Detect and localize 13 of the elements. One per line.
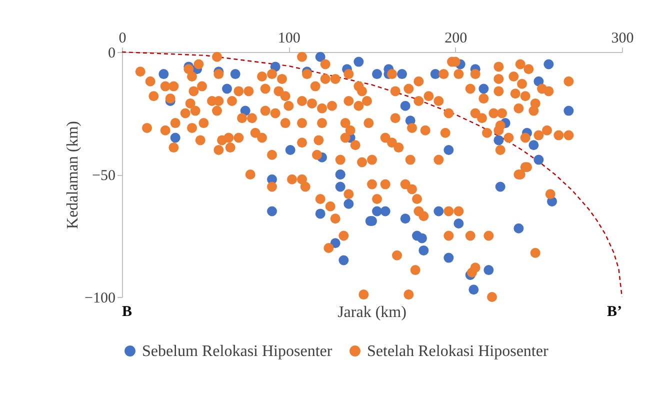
y-axis-title: Kedalaman (km) (64, 121, 82, 229)
text: B (122, 304, 132, 320)
x-axis-title: Jarak (km) (338, 304, 406, 321)
y-tick-label: −100 (84, 290, 116, 306)
legend-label: Setelah Relokasi Hiposenter (367, 343, 549, 360)
text: B’ (607, 304, 622, 320)
y-tick-label: 0 (108, 46, 116, 62)
x-tick-label: 200 (444, 30, 468, 46)
legend-label: Sebelum Relokasi Hiposenter (142, 343, 333, 360)
x-tick-label: 100 (278, 30, 300, 46)
x-tick-label: 300 (611, 30, 634, 46)
y-tick-label: −50 (92, 168, 116, 184)
x-tick-label: 0 (118, 30, 126, 46)
